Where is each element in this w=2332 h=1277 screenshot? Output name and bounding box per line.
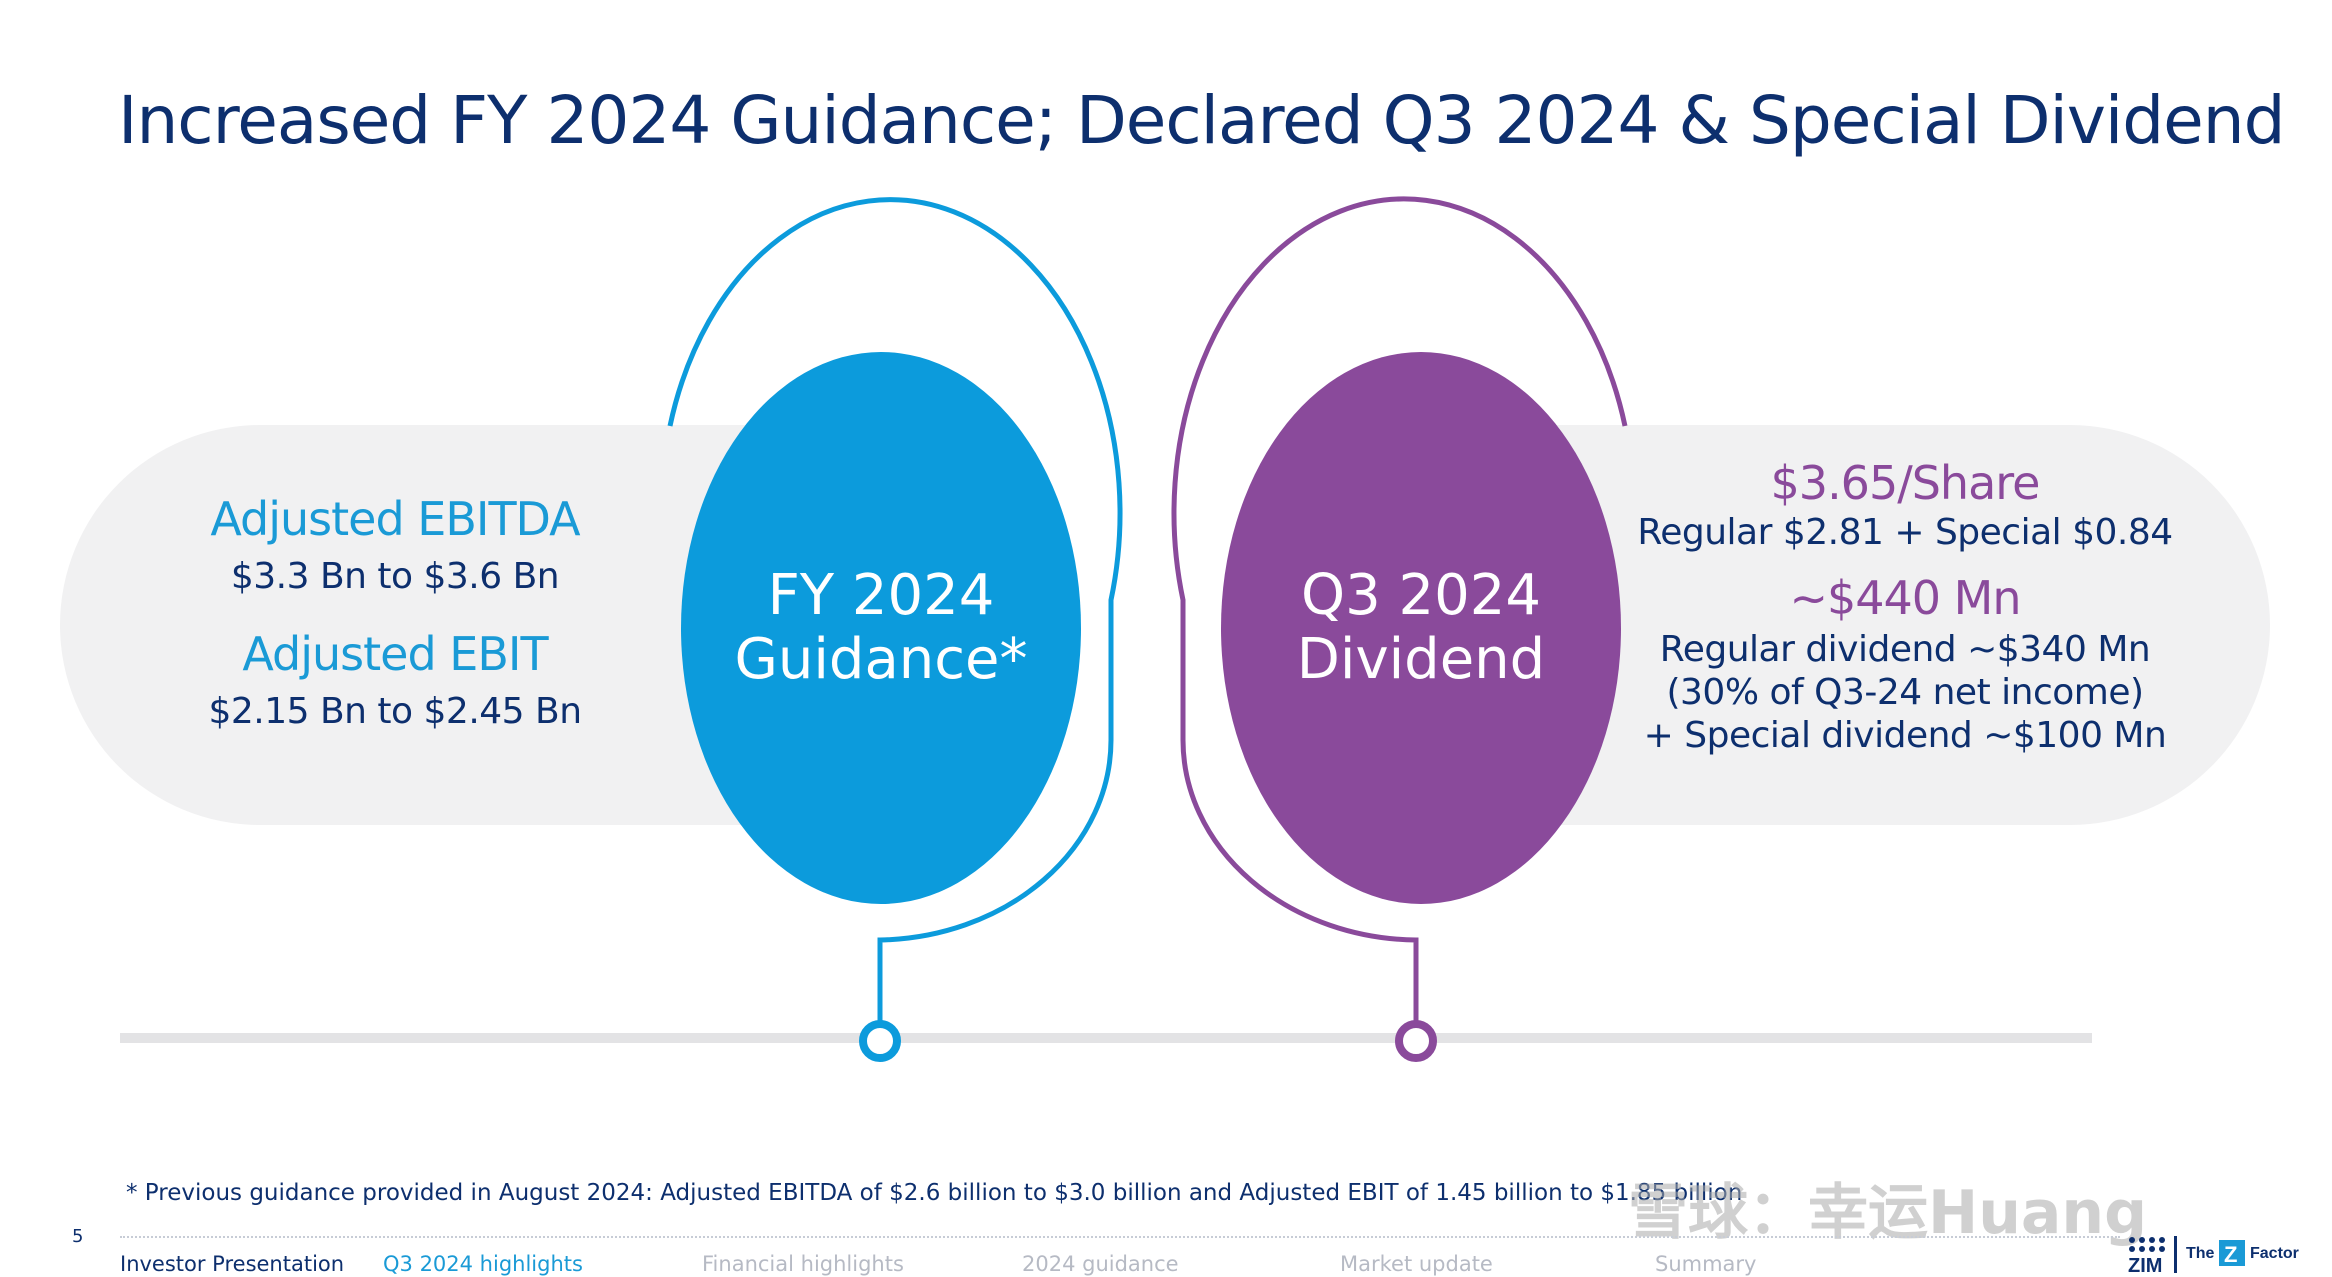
logo-z-text: Z (2224, 1242, 2237, 1267)
dividend-connector-arc (1171, 196, 1628, 1045)
ebit-value: $2.15 Bn to $2.45 Bn (208, 691, 582, 732)
logo-factor-text: Factor (2250, 1245, 2299, 1262)
footer-divider (120, 1236, 2120, 1238)
logo-brand-text: ZIM (2128, 1255, 2162, 1273)
dividend-per-share: $3.65/Share (1770, 456, 2041, 510)
page-number: 5 (72, 1226, 84, 1247)
guidance-circle-line1: FY 2024 (767, 563, 995, 628)
ebitda-value: $3.3 Bn to $3.6 Bn (230, 556, 560, 597)
nav-q3-highlights[interactable]: Q3 2024 highlights (383, 1252, 583, 1276)
guidance-timeline-node (859, 1020, 901, 1062)
guidance-circle-line2: Guidance* (734, 627, 1028, 692)
guidance-circle: FY 2024 Guidance* (681, 352, 1081, 904)
footnote: * Previous guidance provided in August 2… (126, 1180, 1743, 1206)
nav-investor-presentation[interactable]: Investor Presentation (120, 1252, 345, 1276)
dividend-special: + Special dividend ~$100 Mn (1643, 715, 2167, 756)
guidance-details: Adjusted EBITDA $3.3 Bn to $3.6 Bn Adjus… (150, 492, 640, 732)
ebit-label: Adjusted EBIT (242, 627, 548, 681)
nav-summary[interactable]: Summary (1655, 1252, 1757, 1276)
dividend-net-income-note: (30% of Q3-24 net income) (1666, 672, 2144, 713)
guidance-connector-arc (667, 197, 1123, 1045)
dividend-regular: Regular dividend ~$340 Mn (1659, 629, 2151, 670)
nav-financial-highlights[interactable]: Financial highlights (702, 1252, 904, 1276)
dividend-circle-line1: Q3 2024 (1300, 563, 1542, 628)
nav-market-update[interactable]: Market update (1340, 1252, 1493, 1276)
zim-logo-icon: ZIM The Z Factor (2128, 1236, 2299, 1277)
dividend-total: ~$440 Mn (1789, 571, 2021, 625)
slide-title: Increased FY 2024 Guidance; Declared Q3 … (118, 82, 2285, 159)
nav-2024-guidance[interactable]: 2024 guidance (1022, 1252, 1179, 1276)
dividend-per-share-detail: Regular $2.81 + Special $0.84 (1637, 512, 2173, 553)
ebitda-label: Adjusted EBITDA (210, 492, 580, 546)
logo-the-text: The (2186, 1245, 2215, 1262)
dividend-circle: Q3 2024 Dividend (1221, 352, 1621, 904)
dividend-timeline-node (1395, 1020, 1437, 1062)
dividend-circle-line2: Dividend (1296, 627, 1546, 692)
zim-logo: ZIM The Z Factor (2124, 1234, 2324, 1277)
dividend-details: $3.65/Share Regular $2.81 + Special $0.8… (1625, 456, 2185, 756)
